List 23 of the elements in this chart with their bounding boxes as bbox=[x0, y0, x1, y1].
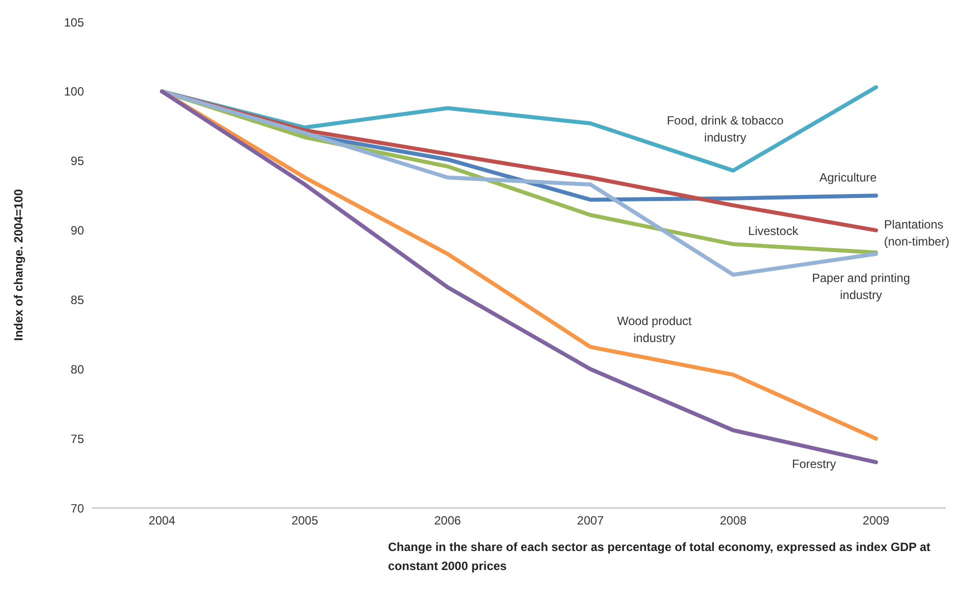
series-label: Agriculture bbox=[819, 170, 878, 185]
y-axis-title: Index of change. 2004=100 bbox=[11, 188, 26, 341]
y-tick-label: 105 bbox=[64, 15, 84, 30]
y-tick-label: 70 bbox=[70, 501, 84, 516]
y-tick-label: 90 bbox=[70, 224, 84, 238]
x-tick-label: 2009 bbox=[862, 514, 890, 528]
x-tick-label: 2005 bbox=[291, 514, 318, 528]
series-label: Livestock bbox=[748, 224, 800, 238]
x-tick-label: 2007 bbox=[577, 514, 604, 528]
y-tick-label: 75 bbox=[70, 432, 84, 446]
y-tick-label: 95 bbox=[70, 154, 84, 168]
series-label: Forestry bbox=[792, 457, 836, 472]
series-label: Food, drink & tobacco industry bbox=[666, 114, 784, 145]
y-tick-label: 80 bbox=[70, 362, 84, 376]
y-tick-label: 100 bbox=[64, 84, 84, 99]
series-label: Wood product industry bbox=[617, 314, 692, 345]
series-label: Plantations (non-timber) bbox=[884, 217, 950, 248]
x-tick-label: 2004 bbox=[148, 514, 176, 528]
x-tick-label: 2008 bbox=[720, 514, 747, 528]
series-label: Paper and printing industry bbox=[812, 270, 910, 302]
y-tick-label: 85 bbox=[70, 292, 84, 307]
x-tick-label: 2006 bbox=[434, 514, 462, 528]
x-axis-title: Change in the share of each sector as percentage of total economy, expressed as index GDP at constant 2000 prices bbox=[388, 539, 932, 575]
